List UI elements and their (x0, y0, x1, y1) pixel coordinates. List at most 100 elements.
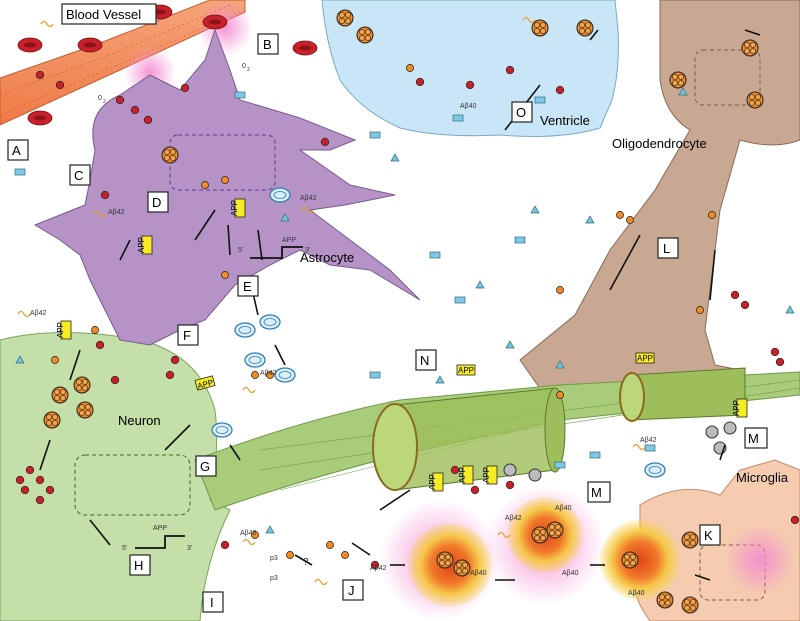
ab42-label: Aβ42 (240, 530, 257, 537)
red-blood-cell-icon (292, 40, 318, 56)
neuron-nucleus (74, 454, 191, 516)
grey-particle (503, 463, 517, 477)
neuron-label: Neuron (118, 413, 161, 428)
panel-n: N (420, 353, 429, 368)
oligomer-icon (73, 376, 91, 394)
o2-label-2: 0 (98, 95, 102, 102)
amyloid-plaques (380, 485, 795, 620)
panel-o: O (516, 105, 526, 120)
svg-text:APP: APP (458, 366, 474, 375)
five-prime-label-bottom: 5' (122, 545, 127, 552)
svg-text:APP: APP (428, 474, 437, 490)
ab42-label: Aβ42 (30, 310, 47, 317)
p3-label-2: p3 (270, 575, 278, 582)
grey-particle (705, 425, 719, 439)
app-gene-label-bottom: APP (153, 525, 167, 532)
astrocyte-label: Astrocyte (300, 250, 354, 265)
myelin-sheath-2 (619, 367, 746, 422)
panel-c: C (74, 168, 83, 183)
vesicle-icon (244, 352, 266, 368)
ab42-label: Aβ42 (260, 370, 277, 377)
svg-text:APP: APP (732, 400, 741, 416)
panel-h: H (134, 558, 143, 573)
app-gene-label-top: APP (282, 237, 296, 244)
panel-l: L (663, 241, 670, 256)
svg-text:APP: APP (196, 378, 214, 391)
panel-b: B (263, 37, 272, 52)
vesicle-icon (269, 187, 291, 203)
svg-text:APP: APP (230, 200, 239, 216)
p3-label: p3 (270, 555, 278, 562)
panel-m: M (748, 431, 759, 446)
panel-m-2: M (591, 485, 602, 500)
red-blood-cell-icon (27, 110, 53, 126)
oligomer-icon (43, 411, 61, 429)
ab40-label: Aβ40 (470, 570, 487, 577)
grey-particle (528, 468, 542, 482)
oligomer-icon (531, 19, 549, 37)
svg-text:APP: APP (56, 322, 65, 338)
ab42-label: Aβ42 (640, 437, 657, 444)
oligomer-icon (681, 531, 699, 549)
neuron-cell-body (0, 332, 231, 621)
vesicle-icon (644, 462, 666, 478)
oligomer-icon (336, 9, 354, 27)
three-prime-label-bottom: 3' (187, 545, 192, 552)
oligodendrocyte-label: Oligodendrocyte (612, 136, 707, 151)
oligomer-icon (576, 19, 594, 37)
svg-text:APP: APP (137, 237, 146, 253)
o2-subscript: 2 (247, 67, 250, 73)
vesicle-icon (211, 422, 233, 438)
ab42-label: Aβ42 (108, 209, 125, 216)
vesicle-icon (259, 314, 281, 330)
panel-d: D (152, 195, 161, 210)
oligomer-icon (453, 559, 471, 577)
app-gene-arrow (135, 246, 303, 549)
oligomer-icon (656, 591, 674, 609)
svg-text:APP: APP (637, 354, 653, 363)
red-blood-cell-icon (202, 14, 228, 30)
ab40-label: Aβ40 (460, 103, 477, 110)
blood-vessel-label: Blood Vessel (66, 7, 141, 22)
panel-e: E (243, 279, 252, 294)
ventricle-label: Ventricle (540, 113, 590, 128)
panel-j: J (348, 583, 355, 598)
oligomer-icon (161, 146, 179, 164)
oligomer-icon (741, 39, 759, 57)
ab40-label: Aβ40 (555, 505, 572, 512)
vesicle-icon (274, 367, 296, 383)
panel-letters: A B C D E F G H I J K L M M N O (7, 33, 768, 613)
svg-text:APP: APP (458, 467, 467, 483)
oligomer-icon (746, 91, 764, 109)
o2-subscript-2: 2 (103, 99, 106, 105)
region-labels: Blood Vessel Ventricle Oligodendrocyte A… (61, 3, 789, 485)
ab42-label: Aβ42 (300, 195, 317, 202)
five-prime-label-top: 5' (238, 247, 243, 254)
oligomer-icon (546, 521, 564, 539)
vesicle-icon (234, 322, 256, 338)
blood-vessel-label-box (61, 3, 157, 25)
panel-g: G (200, 459, 210, 474)
panel-a: A (12, 143, 21, 158)
glow (197, 0, 253, 56)
myelin-sheath (372, 387, 566, 491)
oligomer-icon (531, 526, 549, 544)
ab42-label: Aβ42 (370, 565, 387, 572)
oligomer-icon (51, 386, 69, 404)
red-blood-cell-icon (77, 37, 103, 53)
grey-particle (723, 421, 737, 435)
microglia-label: Microglia (736, 470, 789, 485)
panel-i: I (210, 595, 214, 610)
ab42-label: Aβ42 (505, 515, 522, 522)
app-tag-labels: APP APP APP APP APP APP APP APP APP APP (56, 200, 741, 490)
three-prime-label-top: 3' (305, 247, 310, 254)
ab40-label: Aβ40 (628, 590, 645, 597)
oligomer-icon (76, 401, 94, 419)
oligomer-icon (356, 26, 374, 44)
o2-label: 0 (242, 63, 246, 70)
ab40-label: Aβ40 (562, 570, 579, 577)
oligomer-icon (681, 596, 699, 614)
panel-k: K (704, 528, 713, 543)
